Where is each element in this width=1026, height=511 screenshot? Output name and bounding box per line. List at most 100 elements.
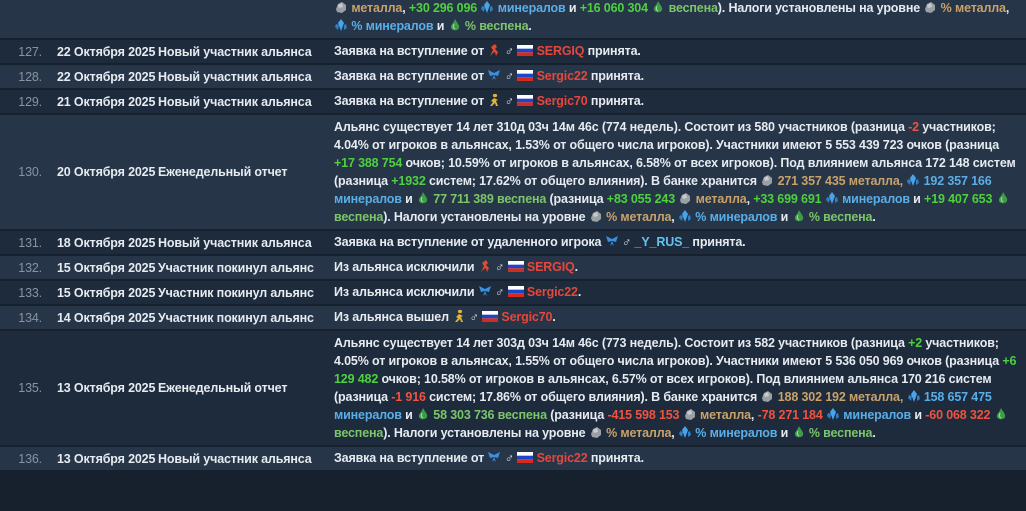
message-text: . (872, 210, 876, 224)
entry-message: Из альянса исключили ♂ SERGIQ. (328, 256, 1026, 279)
icon-flag-ru (517, 70, 534, 81)
entry-date: 13 Октября 2025 (57, 451, 156, 466)
entry-number: 132. (18, 260, 42, 275)
message-text: и (909, 192, 925, 206)
message-text: % минералов (691, 426, 778, 440)
message-text: принята. (587, 69, 644, 83)
message-text: участников; 4.05% от игроков в альянсах,… (334, 336, 1003, 368)
message-text: , (671, 426, 678, 440)
message-text: и (911, 408, 926, 422)
message-text: принята. (587, 94, 644, 108)
icon-race-yellow (455, 309, 464, 322)
icon-metal (590, 211, 601, 222)
message-text: SERGIQ (533, 44, 585, 58)
message-text: +30 296 096 (408, 1, 478, 15)
log-row: 133. 15 Октября 2025 Участник покинул алья… (0, 281, 1026, 304)
message-text: . (577, 285, 582, 299)
message-text: Sergic22 (523, 285, 578, 299)
icon-metal (684, 409, 695, 420)
log-row: 134. 14 Октября 2025 Участник покинул алья… (0, 306, 1026, 329)
entry-type: Новый участник альянса (158, 69, 312, 84)
icon-crystal (678, 210, 691, 222)
icon-metal (680, 193, 691, 204)
message-text: принята. (689, 235, 746, 249)
log-row: металла, +30 296 096 минералов и +16 060… (0, 0, 1026, 38)
message-text: минералов (839, 408, 912, 422)
message-text: +17 388 754 (334, 156, 403, 170)
entry-date: 22 Октября 2025 (57, 44, 156, 59)
message-text: очков; 10.59% от игроков в альянсах, 6.5… (334, 156, 1016, 188)
message-text: % металла (602, 426, 672, 440)
message-text: веспена (334, 210, 384, 224)
message-text: Заявка на вступление от (334, 69, 488, 83)
message-text: ♂ (501, 94, 518, 108)
message-text: , (750, 408, 758, 422)
log-row: 136. 13 Октября 2025 Новый участник альянс… (0, 447, 1026, 470)
icon-crystal (678, 426, 691, 438)
icon-crystal (825, 192, 838, 204)
entry-message: Из альянса исключили ♂ Sergic22. (328, 281, 1026, 304)
message-text: . (872, 426, 876, 440)
message-text: ). Налоги установлены на уровне (383, 426, 589, 440)
message-text: 192 357 166 минералов (334, 174, 992, 206)
message-text: и (401, 408, 416, 422)
icon-race-blue (488, 70, 501, 80)
icon-vespene (794, 210, 803, 222)
message-text: Sergic22 (533, 69, 588, 83)
icon-crystal (481, 1, 494, 13)
message-text: , (671, 210, 678, 224)
icon-race-blue (478, 286, 491, 296)
log-row: 128. 22 Октября 2025 Новый участник альянс… (0, 65, 1026, 88)
message-text: % металла (937, 1, 1006, 15)
message-text: % веспена (805, 426, 873, 440)
icon-crystal (335, 19, 347, 31)
message-text: систем; 17.86% от общего влияния). В бан… (425, 390, 761, 404)
message-text: , (402, 1, 409, 15)
message-text: -415 598 153 (607, 408, 680, 422)
message-text: принята. (584, 44, 641, 58)
message-text: Альянс существует 14 лет 303д 03ч 14м 46… (334, 336, 909, 350)
entry-type: Новый участник альянса (158, 44, 312, 59)
entry-type: Новый участник альянса (158, 94, 312, 109)
message-text: 58 303 736 веспена (429, 408, 547, 422)
message-text: Из альянса вышел (334, 310, 453, 324)
entry-number: 129. (18, 94, 42, 109)
entry-message: Альянс существует 14 лет 303д 03ч 14м 46… (328, 331, 1026, 445)
entry-number: 127. (18, 44, 42, 59)
log-row: 130. 20 Октября 2025 Еженедельный отчет Аль… (0, 115, 1026, 229)
icon-race-yellow (490, 93, 499, 106)
message-text: ♂ (491, 260, 508, 274)
entry-date: 22 Октября 2025 (57, 69, 156, 84)
entry-date: 21 Октября 2025 (57, 94, 156, 109)
message-text: +6 129 482 (334, 354, 1017, 386)
entry-number: 134. (18, 310, 42, 325)
message-text: систем; 17.62% от общего влияния). В бан… (425, 174, 761, 188)
message-text: +2 (908, 336, 923, 350)
entry-number: 130. (18, 165, 42, 179)
icon-vespene (998, 192, 1007, 204)
message-text: Альянс существует 14 лет 310д 03ч 14м 46… (334, 120, 909, 134)
entry-date: 15 Октября 2025 (57, 260, 156, 275)
entry-message: Заявка на вступление от ♂ Sergic22 приня… (328, 65, 1026, 88)
message-text: +16 060 304 (579, 1, 648, 15)
message-text: Из альянса исключили (334, 285, 478, 299)
message-text: Заявка на вступление от удаленного игрок… (334, 235, 605, 249)
entry-number: 131. (18, 235, 42, 250)
message-text: +33 699 691 (753, 192, 822, 206)
message-text: ). Налоги установлены на уровне (717, 1, 924, 15)
icon-race-blue (488, 452, 501, 462)
message-text: металла (692, 192, 747, 206)
message-text: -60 068 322 (925, 408, 991, 422)
message-text: % веспена (805, 210, 873, 224)
log-row: 135. 13 Октября 2025 Еженедельный отчет Аль… (0, 331, 1026, 445)
entry-message: металла, +30 296 096 минералов и +16 060… (328, 0, 1026, 38)
message-text: 188 302 192 металла, (774, 390, 904, 404)
icon-flag-ru (482, 311, 499, 322)
icon-crystal (907, 174, 920, 186)
entry-type: Новый участник альянса (158, 451, 312, 466)
message-text: очков; 10.58% от игроков в альянсах, 6.5… (334, 372, 992, 404)
entry-number: 135. (18, 381, 42, 395)
message-text: ♂ (501, 69, 518, 83)
icon-vespene (418, 408, 428, 420)
entry-number: 136. (18, 451, 42, 466)
